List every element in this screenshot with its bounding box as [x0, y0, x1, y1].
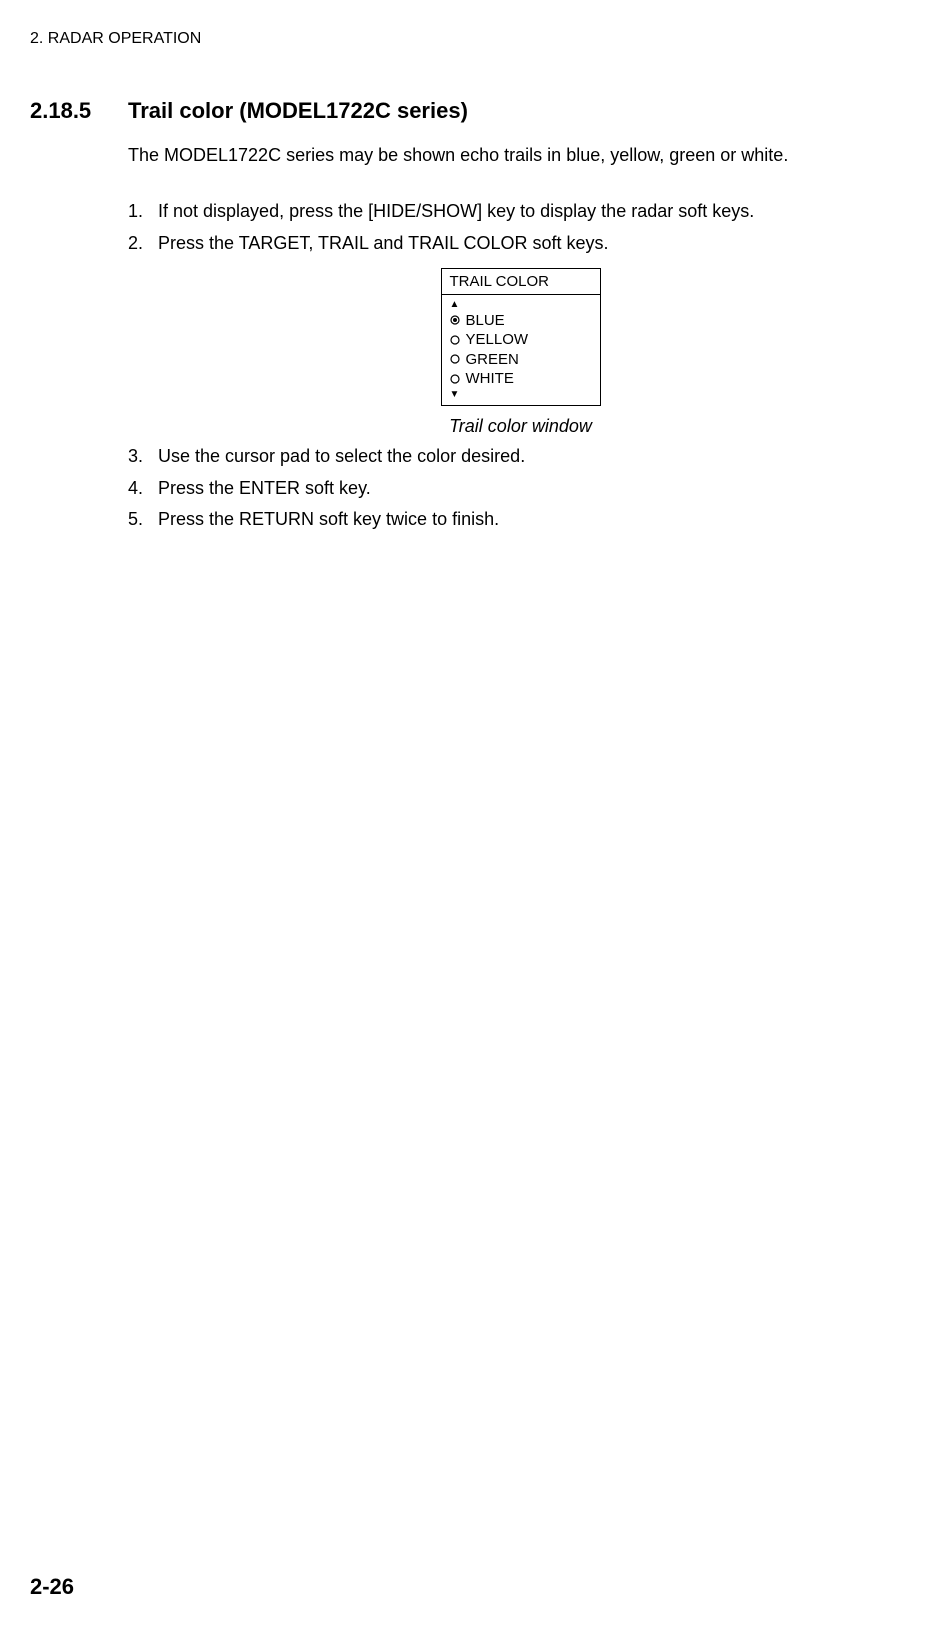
radio-unselected-icon	[450, 374, 466, 384]
trail-window-title: TRAIL COLOR	[442, 269, 600, 295]
radio-selected-icon	[450, 315, 466, 325]
step-item: 2. Press the TARGET, TRAIL and TRAIL COL…	[128, 230, 913, 258]
steps-before-figure: 1. If not displayed, press the [HIDE/SHO…	[128, 198, 913, 258]
step-item: 4. Press the ENTER soft key.	[128, 475, 913, 503]
trail-option: BLUE	[450, 311, 592, 331]
figure: TRAIL COLOR ▲ BLUE YELLOW	[128, 268, 913, 437]
trail-option: YELLOW	[450, 330, 592, 350]
trail-option-label: WHITE	[466, 369, 514, 389]
page-header: 2. RADAR OPERATION	[30, 30, 913, 48]
page-number: 2-26	[30, 1574, 74, 1600]
step-number: 2.	[128, 230, 158, 258]
intro-paragraph: The MODEL1722C series may be shown echo …	[128, 142, 913, 170]
step-number: 4.	[128, 475, 158, 503]
step-number: 5.	[128, 506, 158, 534]
figure-caption: Trail color window	[128, 416, 913, 437]
step-number: 1.	[128, 198, 158, 226]
step-item: 5. Press the RETURN soft key twice to fi…	[128, 506, 913, 534]
step-text: Press the ENTER soft key.	[158, 475, 913, 503]
step-text: Press the RETURN soft key twice to finis…	[158, 506, 913, 534]
trail-option-label: GREEN	[466, 350, 519, 370]
section-heading: 2.18.5 Trail color (MODEL1722C series)	[30, 98, 913, 124]
step-number: 3.	[128, 443, 158, 471]
trail-option-label: YELLOW	[466, 330, 529, 350]
step-text: Use the cursor pad to select the color d…	[158, 443, 913, 471]
section-number: 2.18.5	[30, 98, 128, 124]
radio-unselected-icon	[450, 354, 466, 364]
trail-color-window: TRAIL COLOR ▲ BLUE YELLOW	[441, 268, 601, 406]
step-item: 1. If not displayed, press the [HIDE/SHO…	[128, 198, 913, 226]
step-text: If not displayed, press the [HIDE/SHOW] …	[158, 198, 913, 226]
radio-unselected-icon	[450, 335, 466, 345]
step-text: Press the TARGET, TRAIL and TRAIL COLOR …	[158, 230, 913, 258]
trail-option: GREEN	[450, 350, 592, 370]
down-arrow-icon: ▼	[450, 389, 592, 401]
step-item: 3. Use the cursor pad to select the colo…	[128, 443, 913, 471]
section-title: Trail color (MODEL1722C series)	[128, 98, 468, 124]
trail-option: WHITE	[450, 369, 592, 389]
up-arrow-icon: ▲	[450, 299, 592, 311]
trail-option-label: BLUE	[466, 311, 505, 331]
steps-after-figure: 3. Use the cursor pad to select the colo…	[128, 443, 913, 535]
